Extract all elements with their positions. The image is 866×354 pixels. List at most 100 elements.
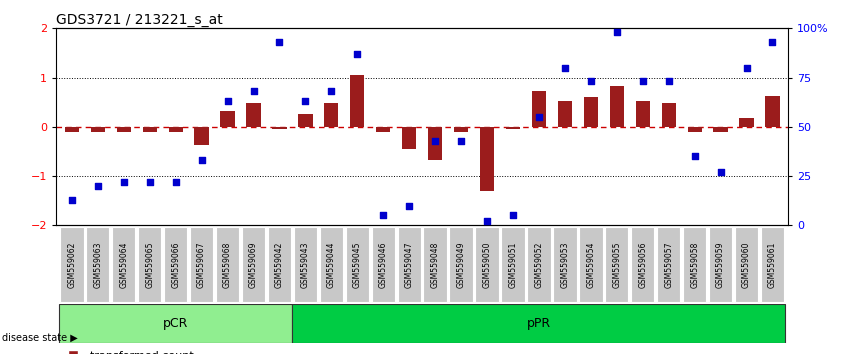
Point — [688, 154, 701, 159]
FancyBboxPatch shape — [112, 227, 135, 302]
FancyBboxPatch shape — [631, 227, 655, 302]
Bar — [688, 127, 701, 132]
Point — [454, 138, 468, 143]
Bar — [480, 127, 494, 191]
Point — [325, 88, 339, 94]
Point — [558, 65, 572, 70]
Text: GDS3721 / 213221_s_at: GDS3721 / 213221_s_at — [56, 13, 223, 27]
Bar — [506, 127, 520, 129]
Text: disease state ▶: disease state ▶ — [2, 333, 77, 343]
Text: GSM559063: GSM559063 — [94, 241, 102, 288]
Text: GSM559049: GSM559049 — [456, 241, 466, 288]
Point — [532, 114, 546, 120]
Bar — [350, 75, 365, 127]
FancyBboxPatch shape — [475, 227, 499, 302]
Bar — [428, 127, 443, 160]
Bar — [272, 127, 287, 129]
Point — [714, 169, 727, 175]
FancyBboxPatch shape — [501, 227, 525, 302]
FancyBboxPatch shape — [423, 227, 447, 302]
FancyBboxPatch shape — [527, 227, 551, 302]
Text: GSM559047: GSM559047 — [404, 241, 414, 288]
Point — [480, 218, 494, 224]
Text: pCR: pCR — [163, 317, 188, 330]
Bar — [324, 103, 339, 127]
Point — [169, 179, 183, 185]
Text: GSM559060: GSM559060 — [742, 241, 751, 288]
FancyBboxPatch shape — [60, 227, 83, 302]
Text: GSM559057: GSM559057 — [664, 241, 673, 288]
Point — [636, 79, 650, 84]
Bar — [740, 118, 753, 127]
Bar — [532, 91, 546, 127]
Point — [299, 98, 313, 104]
Bar — [169, 127, 183, 132]
Bar — [610, 86, 624, 127]
Text: GSM559062: GSM559062 — [68, 241, 76, 288]
Text: GSM559066: GSM559066 — [171, 241, 180, 288]
Text: GSM559054: GSM559054 — [586, 241, 595, 288]
Text: GSM559058: GSM559058 — [690, 241, 699, 288]
FancyBboxPatch shape — [59, 304, 293, 343]
Point — [91, 183, 105, 189]
FancyBboxPatch shape — [293, 304, 785, 343]
Point — [273, 39, 287, 45]
FancyBboxPatch shape — [397, 227, 421, 302]
Point — [65, 197, 79, 202]
Bar — [402, 127, 417, 149]
Text: GSM559048: GSM559048 — [430, 241, 440, 288]
Point — [117, 179, 131, 185]
Text: GSM559065: GSM559065 — [145, 241, 154, 288]
Text: GSM559068: GSM559068 — [223, 241, 232, 288]
Text: GSM559045: GSM559045 — [352, 241, 362, 288]
FancyBboxPatch shape — [346, 227, 369, 302]
Text: GSM559050: GSM559050 — [482, 241, 492, 288]
Bar — [143, 127, 157, 132]
Point — [766, 39, 779, 45]
Bar — [298, 114, 313, 127]
Point — [247, 88, 261, 94]
FancyBboxPatch shape — [242, 227, 265, 302]
Bar — [766, 96, 779, 127]
FancyBboxPatch shape — [683, 227, 707, 302]
FancyBboxPatch shape — [216, 227, 239, 302]
Point — [403, 203, 417, 209]
Text: GSM559064: GSM559064 — [120, 241, 128, 288]
FancyBboxPatch shape — [449, 227, 473, 302]
Text: GSM559069: GSM559069 — [249, 241, 258, 288]
Bar — [454, 127, 469, 132]
Point — [610, 29, 624, 35]
Bar — [117, 127, 131, 132]
Bar — [636, 101, 650, 127]
Point — [506, 212, 520, 218]
FancyBboxPatch shape — [190, 227, 213, 302]
Legend: transformed count, percentile rank within the sample: transformed count, percentile rank withi… — [61, 351, 277, 354]
Point — [377, 212, 391, 218]
FancyBboxPatch shape — [268, 227, 291, 302]
Text: GSM559059: GSM559059 — [716, 241, 725, 288]
FancyBboxPatch shape — [86, 227, 109, 302]
FancyBboxPatch shape — [579, 227, 603, 302]
Bar — [221, 110, 235, 127]
Text: GSM559061: GSM559061 — [768, 241, 777, 288]
Bar — [558, 101, 572, 127]
Bar — [584, 97, 598, 127]
Text: GSM559042: GSM559042 — [275, 241, 284, 288]
FancyBboxPatch shape — [709, 227, 733, 302]
FancyBboxPatch shape — [605, 227, 629, 302]
Point — [221, 98, 235, 104]
FancyBboxPatch shape — [657, 227, 681, 302]
Bar — [195, 127, 209, 145]
Bar — [91, 127, 105, 132]
FancyBboxPatch shape — [164, 227, 187, 302]
FancyBboxPatch shape — [372, 227, 395, 302]
Text: pPR: pPR — [527, 317, 551, 330]
Point — [351, 51, 365, 57]
FancyBboxPatch shape — [320, 227, 343, 302]
Point — [662, 79, 675, 84]
Text: GSM559067: GSM559067 — [197, 241, 206, 288]
FancyBboxPatch shape — [761, 227, 785, 302]
FancyBboxPatch shape — [294, 227, 317, 302]
Point — [740, 65, 753, 70]
Bar — [714, 127, 727, 132]
